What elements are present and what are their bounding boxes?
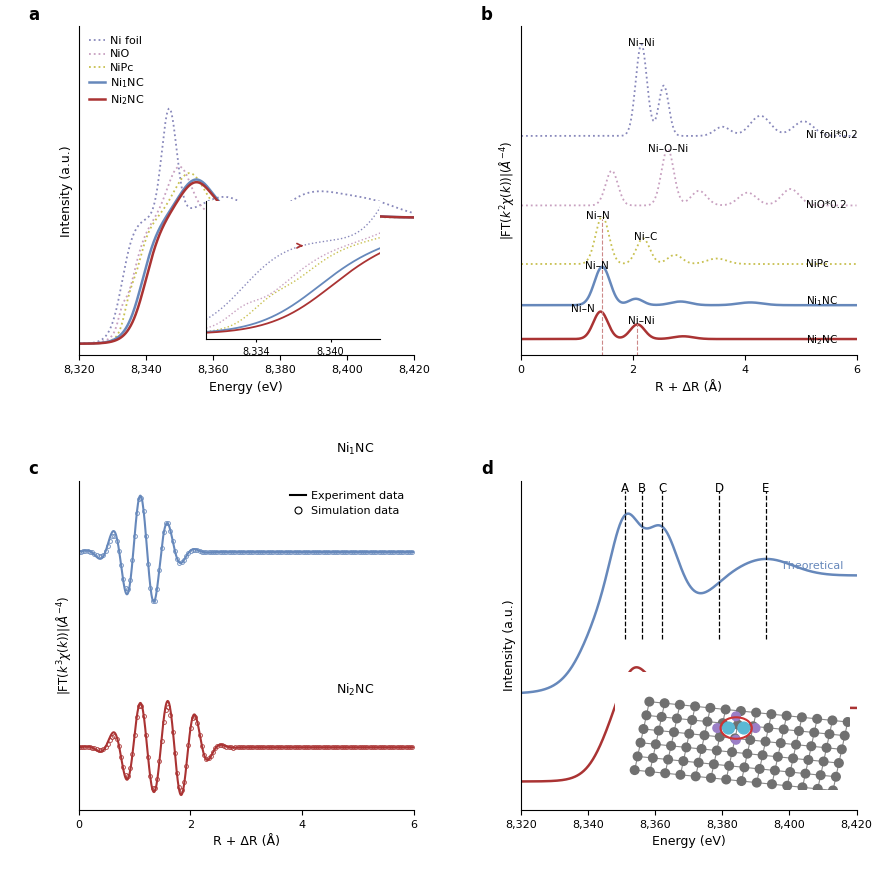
Text: Ni$_2$NC: Ni$_2$NC [806, 333, 838, 347]
NiPc [409, 213, 420, 223]
NiO [160, 190, 170, 200]
NiO [409, 213, 420, 223]
Line: NiO: NiO [79, 166, 414, 344]
Ni foil [272, 206, 282, 216]
Text: E: E [762, 483, 770, 496]
Ni$_2$NC [191, 177, 201, 187]
Ni$_2$NC [160, 218, 170, 228]
Ni$_1$NC [298, 206, 309, 217]
Text: Ni–N: Ni–N [586, 211, 610, 221]
Text: Ni$_1$NC: Ni$_1$NC [806, 294, 838, 308]
Ni$_1$NC [191, 174, 201, 185]
NiPc [326, 209, 336, 219]
NiO [225, 206, 236, 216]
Text: Ni–Ni: Ni–Ni [628, 316, 655, 327]
Ni$_2$NC [326, 208, 336, 219]
Legend: Experiment data, Simulation data: Experiment data, Simulation data [285, 486, 408, 521]
Ni$_1$NC [409, 213, 420, 223]
Text: Theoretical: Theoretical [780, 561, 843, 571]
Y-axis label: Intensity (a.u.): Intensity (a.u.) [60, 145, 73, 237]
NiO [272, 212, 282, 222]
Line: Ni foil: Ni foil [79, 109, 414, 344]
Text: NiO*0.2: NiO*0.2 [806, 200, 847, 211]
Text: a: a [28, 5, 39, 24]
X-axis label: Energy (eV): Energy (eV) [652, 835, 725, 848]
Ni foil [133, 221, 143, 232]
Ni foil [409, 208, 420, 219]
NiO [73, 339, 84, 349]
NiPc [73, 339, 84, 349]
Text: Ni–Ni: Ni–Ni [628, 38, 655, 48]
Text: Ni–O–Ni: Ni–O–Ni [648, 145, 688, 154]
Text: D: D [714, 483, 724, 496]
Text: Ni$_2$NC: Ni$_2$NC [336, 682, 374, 699]
Text: Experimental: Experimental [768, 710, 843, 720]
Ni foil [298, 189, 309, 199]
Ni$_1$NC [272, 207, 282, 218]
Text: b: b [481, 5, 493, 24]
NiPc [133, 261, 143, 272]
NiPc [272, 207, 282, 218]
Ni$_1$NC [225, 206, 236, 216]
NiPc [184, 168, 195, 179]
NiO [298, 207, 309, 218]
Ni$_1$NC [326, 207, 336, 218]
Text: Ni–N: Ni–N [585, 260, 608, 271]
Ni foil [160, 121, 170, 132]
Ni$_1$NC [73, 339, 84, 349]
Ni foil [73, 339, 84, 349]
Ni$_1$NC [133, 292, 143, 302]
NiPc [160, 202, 170, 213]
Ni$_2$NC [133, 302, 143, 313]
Ni foil [164, 104, 175, 114]
NiO [326, 206, 336, 216]
Y-axis label: |FT($k^2\chi(k)$)|($\AA^{-4}$): |FT($k^2\chi(k)$)|($\AA^{-4}$) [496, 141, 516, 240]
Text: Ni$_1$NC: Ni$_1$NC [336, 441, 374, 456]
NiO [174, 161, 184, 172]
X-axis label: Energy (eV): Energy (eV) [210, 381, 283, 394]
Ni foil [326, 187, 336, 198]
X-axis label: R + ΔR (Å): R + ΔR (Å) [656, 381, 723, 394]
Ni foil [225, 192, 236, 203]
NiPc [225, 207, 236, 218]
NiPc [298, 208, 309, 219]
X-axis label: R + ΔR (Å): R + ΔR (Å) [212, 835, 280, 848]
NiO [133, 252, 143, 262]
Text: NiPc: NiPc [806, 259, 829, 269]
Ni$_2$NC [73, 339, 84, 349]
Ni$_1$NC [160, 213, 170, 224]
Y-axis label: |FT($k^3\chi(k)$)|($\AA^{-4}$): |FT($k^3\chi(k)$)|($\AA^{-4}$) [54, 596, 73, 695]
Text: c: c [28, 460, 38, 478]
Ni$_2$NC [409, 213, 420, 223]
Y-axis label: Intensity (a.u.): Intensity (a.u.) [503, 599, 516, 692]
Line: Ni$_1$NC: Ni$_1$NC [79, 179, 414, 344]
Line: Ni$_2$NC: Ni$_2$NC [79, 182, 414, 344]
Text: Ni foil*0.2: Ni foil*0.2 [806, 130, 858, 140]
Text: A: A [621, 483, 629, 496]
Line: NiPc: NiPc [79, 173, 414, 344]
Ni$_2$NC [272, 208, 282, 219]
Legend: Ni foil, NiO, NiPc, Ni$_1$NC, Ni$_2$NC: Ni foil, NiO, NiPc, Ni$_1$NC, Ni$_2$NC [84, 31, 149, 111]
Text: C: C [658, 483, 666, 496]
Text: Ni–N: Ni–N [571, 305, 594, 314]
Text: Ni–C: Ni–C [634, 233, 657, 242]
Text: B: B [638, 483, 646, 496]
Ni$_2$NC [225, 206, 236, 217]
Ni$_2$NC [298, 207, 309, 218]
Text: d: d [481, 460, 493, 478]
